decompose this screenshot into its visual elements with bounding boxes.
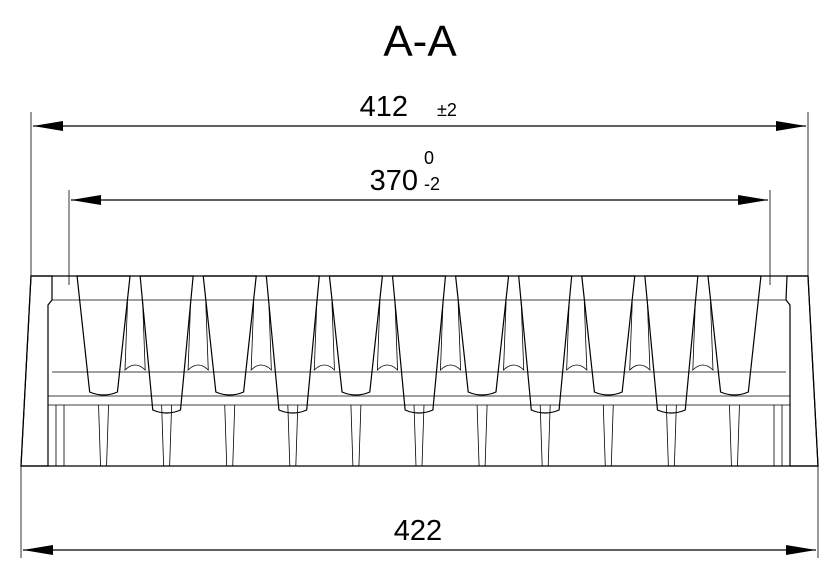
dim-412-tolerance: ±2 — [437, 100, 457, 120]
dimension-412: 412 ±2 — [30, 91, 809, 280]
rib-channel — [566, 301, 588, 371]
section-title: A-A — [383, 17, 457, 66]
dim-370-value: 370 — [370, 165, 418, 197]
rib-leg — [350, 404, 362, 467]
rib-leg — [98, 404, 109, 467]
section-rib — [328, 275, 384, 396]
cross-section-body — [20, 275, 819, 467]
rib-leg — [224, 404, 236, 467]
rib-channel — [124, 301, 146, 371]
ribs-group — [76, 275, 762, 467]
rib-channel — [692, 301, 714, 371]
rib-leg — [413, 404, 425, 467]
rib-channel — [629, 301, 651, 371]
dim-370-tol-lower: -2 — [424, 174, 440, 194]
section-rib — [391, 275, 447, 414]
rib-channel — [376, 301, 398, 371]
section-rib — [518, 275, 573, 414]
rib-leg — [602, 404, 614, 467]
rib-leg — [539, 404, 551, 467]
rib-leg — [161, 404, 173, 467]
dim-422-value: 422 — [394, 515, 442, 547]
rib-leg — [729, 404, 740, 467]
section-rib — [644, 275, 699, 414]
rib-channel — [313, 301, 335, 371]
section-rib — [76, 275, 131, 396]
dim-370-tol-upper: 0 — [424, 148, 434, 168]
dimension-422: 422 — [20, 466, 819, 558]
rib-channel — [503, 301, 525, 371]
rib-leg — [287, 404, 299, 467]
rib-channel — [187, 301, 209, 371]
section-rib — [202, 275, 257, 396]
section-rib — [707, 275, 762, 396]
section-rib — [581, 275, 636, 396]
section-rib — [454, 275, 510, 396]
rib-channel — [440, 301, 462, 371]
dim-412-value: 412 — [360, 91, 408, 123]
dimension-370: 370 0 -2 — [68, 148, 771, 285]
section-rib — [265, 275, 320, 414]
rib-channel — [250, 301, 272, 371]
rib-leg — [476, 404, 488, 467]
rib-leg — [665, 404, 677, 467]
section-rib — [139, 275, 194, 414]
